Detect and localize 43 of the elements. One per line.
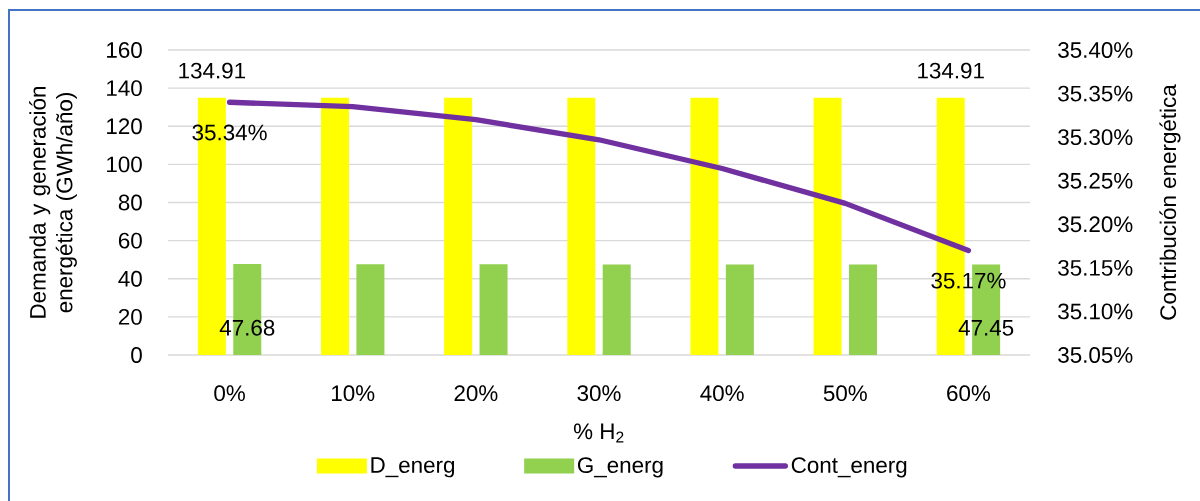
bar	[567, 97, 596, 355]
bar	[479, 264, 508, 355]
y-tick-label: 140	[107, 80, 142, 97]
y2-tick-label: 35.10%	[1058, 303, 1133, 320]
bar	[602, 264, 631, 355]
y2-tick-label: 35.05%	[1058, 347, 1133, 363]
y-tick-label: 0	[131, 347, 142, 363]
x-tick-label: 10%	[332, 385, 375, 402]
y-tick-label: 100	[107, 156, 142, 173]
y-tick-label: 60	[118, 232, 142, 249]
y2-tick-label: 35.20%	[1058, 216, 1133, 233]
y2-tick-label: 35.35%	[1058, 85, 1133, 102]
bar	[813, 97, 842, 355]
x-tick-label: 50%	[823, 385, 867, 402]
data-label: 35.17%	[931, 272, 1006, 289]
y2-tick-label: 35.30%	[1058, 129, 1133, 146]
data-label: 134.91	[918, 62, 984, 79]
x-tick-label: 40%	[700, 385, 744, 402]
y2-axis-title: Contribución energética	[1159, 84, 1181, 320]
legend-label: D_energ	[371, 457, 455, 478]
bar	[848, 264, 877, 355]
x-axis-title: % H$_{2}$	[573, 423, 624, 443]
legend-label: Cont_energ	[791, 457, 907, 478]
bar	[725, 264, 754, 355]
x-tick-label: 0%	[214, 385, 245, 402]
y2-tick-label: 35.25%	[1058, 172, 1133, 189]
x-tick-label: 30%	[577, 385, 621, 402]
data-label: 134.91	[179, 62, 246, 79]
y2-tick-label: 35.15%	[1058, 259, 1133, 276]
bar	[321, 97, 350, 355]
legend-label: G_energ	[577, 457, 663, 478]
bar	[444, 97, 473, 355]
y-axis-title: Demanda y generación energética (GWh/año)	[29, 86, 77, 318]
y-tick-label: 120	[107, 118, 142, 135]
x-tick-label: 60%	[947, 385, 991, 402]
y-tick-label: 20	[118, 308, 142, 325]
x-tick-label: 20%	[454, 385, 498, 402]
y-tick-label: 40	[118, 270, 142, 287]
bar	[690, 97, 719, 355]
y-tick-label: 80	[118, 194, 142, 211]
y-tick-label: 160	[107, 42, 142, 58]
y2-tick-label: 35.40%	[1058, 42, 1133, 58]
bar	[356, 264, 385, 355]
